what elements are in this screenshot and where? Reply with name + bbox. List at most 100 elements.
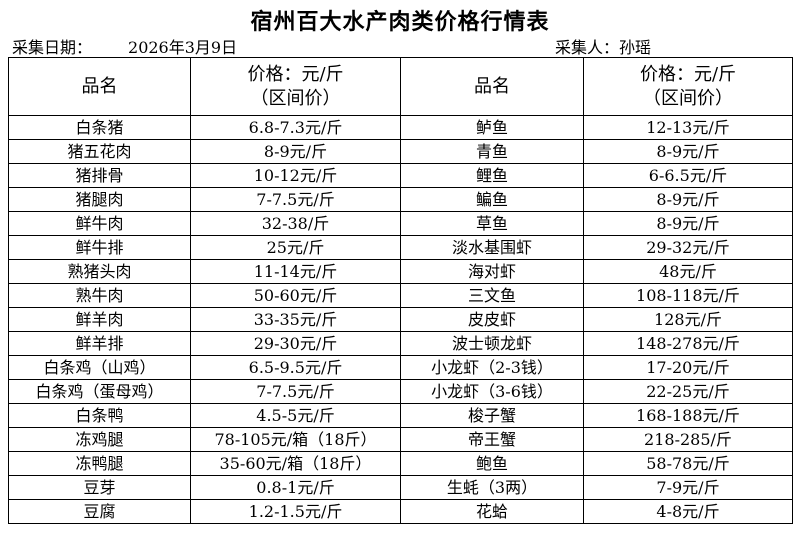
item-price: 8-9元/斤 bbox=[583, 187, 793, 212]
item-name: 帝王蟹 bbox=[400, 427, 584, 452]
date-label: 采集日期： bbox=[12, 38, 93, 57]
item-price: 6.5-9.5元/斤 bbox=[190, 355, 401, 380]
item-name: 淡水基围虾 bbox=[400, 235, 584, 260]
table-row: 鲜羊排 29-30元/斤 波士顿龙虾 148-278元/斤 bbox=[8, 331, 793, 356]
item-name: 鲜羊排 bbox=[8, 331, 191, 356]
item-price: 35-60元/箱（18斤） bbox=[190, 451, 401, 476]
header-price-line1: 价格：元/斤 bbox=[639, 63, 737, 85]
table-row: 鲜牛排 25元/斤 淡水基围虾 29-32元/斤 bbox=[8, 235, 793, 260]
header-price-line2: （区间价） bbox=[250, 87, 341, 109]
item-name: 猪五花肉 bbox=[8, 139, 191, 164]
item-price: 128元/斤 bbox=[583, 307, 793, 332]
item-price: 4-8元/斤 bbox=[583, 499, 793, 524]
item-price: 7-7.5元/斤 bbox=[190, 379, 401, 404]
table-row: 豆腐 1.2-1.5元/斤 花蛤 4-8元/斤 bbox=[8, 499, 793, 524]
item-name: 波士顿龙虾 bbox=[400, 331, 584, 356]
item-price: 12-13元/斤 bbox=[583, 115, 793, 140]
item-name: 三文鱼 bbox=[400, 283, 584, 308]
table-row: 冻鸭腿 35-60元/箱（18斤） 鲍鱼 58-78元/斤 bbox=[8, 451, 793, 476]
item-name: 豆腐 bbox=[8, 499, 191, 524]
header-price: 价格：元/斤 （区间价） bbox=[583, 57, 793, 116]
header-price: 价格：元/斤 （区间价） bbox=[190, 57, 401, 116]
item-name: 冻鸡腿 bbox=[8, 427, 191, 452]
item-price: 6-6.5元/斤 bbox=[583, 163, 793, 188]
item-price: 148-278元/斤 bbox=[583, 331, 793, 356]
page-title: 宿州百大水产肉类价格行情表 bbox=[250, 10, 550, 35]
item-price: 0.8-1元/斤 bbox=[190, 475, 401, 500]
item-name: 梭子蟹 bbox=[400, 403, 584, 428]
item-price: 11-14元/斤 bbox=[190, 259, 401, 284]
item-name: 小龙虾（2-3钱） bbox=[400, 355, 584, 380]
item-name: 白条猪 bbox=[8, 115, 191, 140]
collector-value: 孙瑶 bbox=[619, 38, 652, 57]
item-price: 4.5-5元/斤 bbox=[190, 403, 401, 428]
item-name: 草鱼 bbox=[400, 211, 584, 236]
item-name: 鲜羊肉 bbox=[8, 307, 191, 332]
table-row: 白条猪 6.8-7.3元/斤 鲈鱼 12-13元/斤 bbox=[8, 115, 793, 140]
item-name: 猪排骨 bbox=[8, 163, 191, 188]
item-price: 8-9元/斤 bbox=[583, 211, 793, 236]
collector-label: 采集人： bbox=[555, 38, 620, 57]
item-name: 熟猪头肉 bbox=[8, 259, 191, 284]
table-row: 熟猪头肉 11-14元/斤 海对虾 48元/斤 bbox=[8, 259, 793, 284]
item-name: 白条鸡（蛋母鸡） bbox=[8, 379, 191, 404]
item-name: 鲈鱼 bbox=[400, 115, 584, 140]
item-name: 鲍鱼 bbox=[400, 451, 584, 476]
price-table: 品名 价格：元/斤 （区间价） 品名 价格：元/斤 （区间价） 白条猪 6.8-7.3… bbox=[8, 57, 793, 524]
item-name: 冻鸭腿 bbox=[8, 451, 191, 476]
date-value: 2026年3月9日 bbox=[128, 38, 238, 57]
item-name: 猪腿肉 bbox=[8, 187, 191, 212]
item-price: 29-30元/斤 bbox=[190, 331, 401, 356]
item-price: 7-9元/斤 bbox=[583, 475, 793, 500]
item-price: 58-78元/斤 bbox=[583, 451, 793, 476]
item-name: 鲤鱼 bbox=[400, 163, 584, 188]
item-name: 白条鸡（山鸡） bbox=[8, 355, 191, 380]
header-price-line2: （区间价） bbox=[643, 87, 733, 109]
item-name: 小龙虾（3-6钱） bbox=[400, 379, 584, 404]
item-price: 218-285/斤 bbox=[583, 427, 793, 452]
header-price-line1: 价格：元/斤 bbox=[247, 63, 344, 85]
item-price: 78-105元/箱（18斤） bbox=[190, 427, 401, 452]
header-name: 品名 bbox=[400, 57, 584, 116]
item-name: 青鱼 bbox=[400, 139, 584, 164]
collector: 采集人：孙瑶 bbox=[555, 34, 651, 58]
item-name: 花蛤 bbox=[400, 499, 584, 524]
item-price: 168-188元/斤 bbox=[583, 403, 793, 428]
item-price: 10-12元/斤 bbox=[190, 163, 401, 188]
item-name: 生蚝（3两） bbox=[400, 475, 584, 500]
table-row: 白条鸭 4.5-5元/斤 梭子蟹 168-188元/斤 bbox=[8, 403, 793, 428]
table-row: 鲜羊肉 33-35元/斤 皮皮虾 128元/斤 bbox=[8, 307, 793, 332]
item-price: 25元/斤 bbox=[190, 235, 401, 260]
table-row: 猪五花肉 8-9元/斤 青鱼 8-9元/斤 bbox=[8, 139, 793, 164]
item-price: 32-38/斤 bbox=[190, 211, 401, 236]
item-name: 豆芽 bbox=[8, 475, 191, 500]
table-row: 猪排骨 10-12元/斤 鲤鱼 6-6.5元/斤 bbox=[8, 163, 793, 188]
table-row: 豆芽 0.8-1元/斤 生蚝（3两） 7-9元/斤 bbox=[8, 475, 793, 500]
item-price: 50-60元/斤 bbox=[190, 283, 401, 308]
item-price: 1.2-1.5元/斤 bbox=[190, 499, 401, 524]
item-name: 皮皮虾 bbox=[400, 307, 584, 332]
table-row: 熟牛肉 50-60元/斤 三文鱼 108-118元/斤 bbox=[8, 283, 793, 308]
item-name: 白条鸭 bbox=[8, 403, 191, 428]
item-price: 8-9元/斤 bbox=[583, 139, 793, 164]
collection-date: 采集日期： 2026年3月9日 bbox=[12, 34, 237, 58]
table-row: 猪腿肉 7-7.5元/斤 鳊鱼 8-9元/斤 bbox=[8, 187, 793, 212]
item-price: 48元/斤 bbox=[583, 259, 793, 284]
table-row: 白条鸡（蛋母鸡） 7-7.5元/斤 小龙虾（3-6钱） 22-25元/斤 bbox=[8, 379, 793, 404]
item-price: 17-20元/斤 bbox=[583, 355, 793, 380]
item-name: 鲜牛肉 bbox=[8, 211, 191, 236]
item-name: 熟牛肉 bbox=[8, 283, 191, 308]
header-name: 品名 bbox=[8, 57, 191, 116]
item-price: 108-118元/斤 bbox=[583, 283, 793, 308]
item-name: 海对虾 bbox=[400, 259, 584, 284]
item-price: 8-9元/斤 bbox=[190, 139, 401, 164]
item-price: 22-25元/斤 bbox=[583, 379, 793, 404]
item-price: 33-35元/斤 bbox=[190, 307, 401, 332]
header-row: 品名 价格：元/斤 （区间价） 品名 价格：元/斤 （区间价） bbox=[8, 57, 793, 116]
table-row: 冻鸡腿 78-105元/箱（18斤） 帝王蟹 218-285/斤 bbox=[8, 427, 793, 452]
table-row: 鲜牛肉 32-38/斤 草鱼 8-9元/斤 bbox=[8, 211, 793, 236]
item-price: 7-7.5元/斤 bbox=[190, 187, 401, 212]
item-price: 6.8-7.3元/斤 bbox=[190, 115, 401, 140]
item-name: 鳊鱼 bbox=[400, 187, 584, 212]
item-price: 29-32元/斤 bbox=[583, 235, 793, 260]
